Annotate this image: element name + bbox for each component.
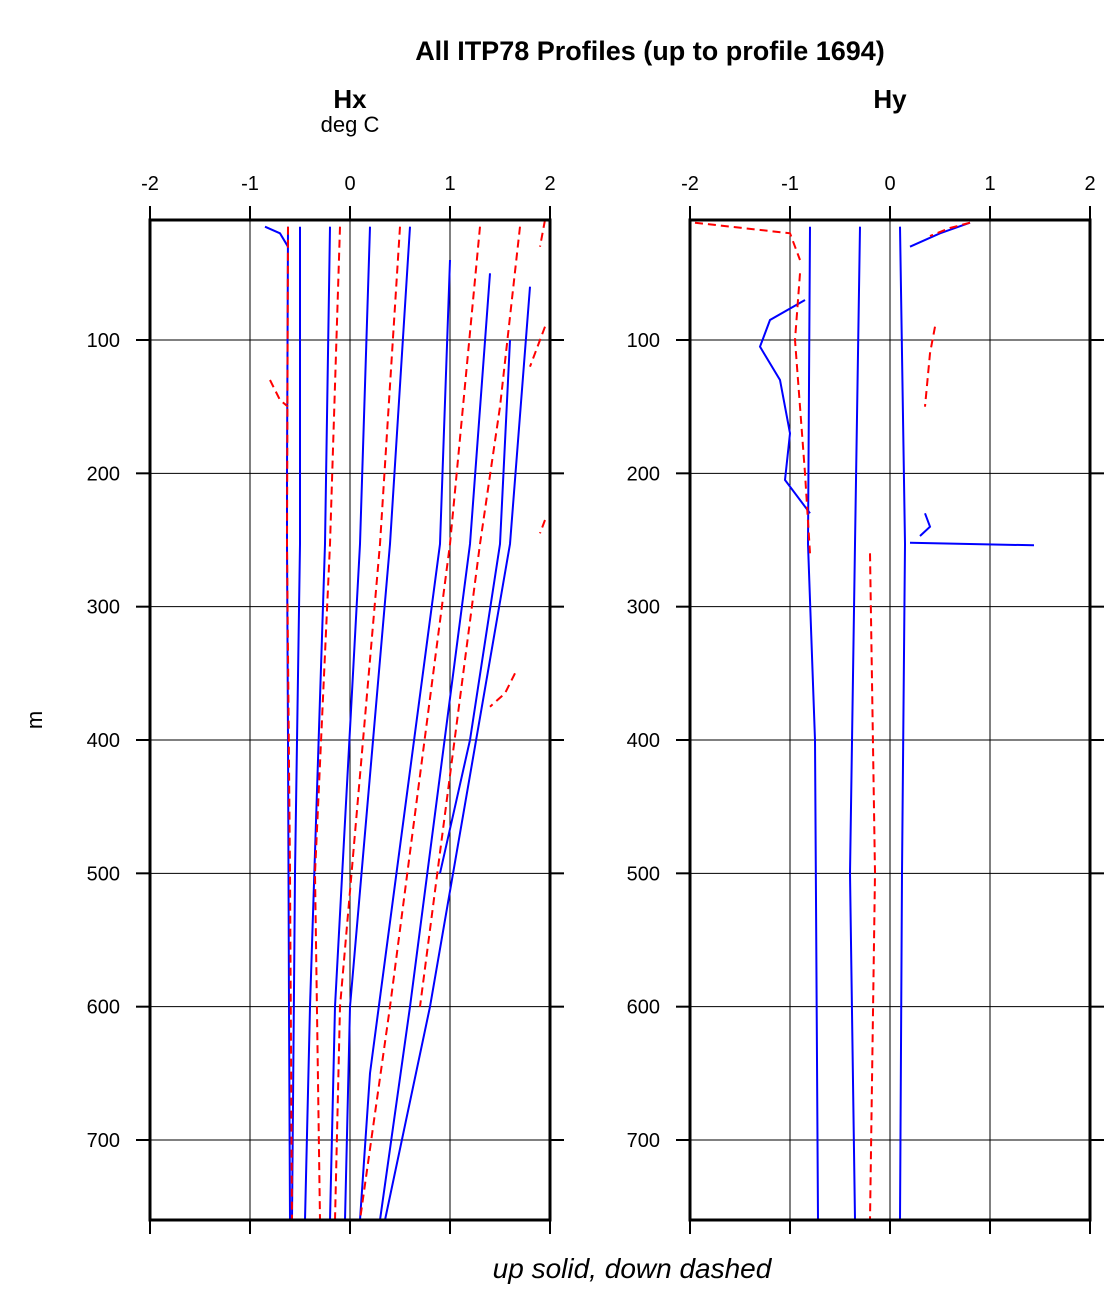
up-profile-line-2 xyxy=(304,226,331,1220)
profile-lines xyxy=(694,221,1035,1220)
up-profile-line-3 xyxy=(329,226,371,1220)
down-profile-line-18 xyxy=(489,672,516,708)
down-profile-line-10 xyxy=(924,326,936,407)
y-tick-label: 700 xyxy=(87,1130,120,1152)
down-profile-line-16 xyxy=(539,220,546,247)
x-tick-label: 2 xyxy=(544,173,555,195)
y-tick-label: 300 xyxy=(627,597,660,619)
x-tick-label: -1 xyxy=(781,173,799,195)
up-profile-line-7 xyxy=(384,286,531,1220)
y-tick-label: 600 xyxy=(627,997,660,1019)
y-tick-label: 300 xyxy=(87,597,120,619)
up-profile-line-9 xyxy=(264,225,289,248)
up-profile-line-0 xyxy=(806,226,819,1220)
up-profile-line-5 xyxy=(359,259,451,1220)
down-profile-line-10 xyxy=(269,379,289,408)
up-profile-line-1 xyxy=(899,226,907,1220)
y-tick-label: 400 xyxy=(87,730,120,752)
y-tick-label: 100 xyxy=(87,330,120,352)
down-profile-line-17 xyxy=(539,519,546,534)
down-profile-line-9 xyxy=(869,553,877,1220)
y-tick-label: 200 xyxy=(627,463,660,485)
y-tick-label: 700 xyxy=(627,1130,660,1152)
up-profile-line-0 xyxy=(286,226,291,1220)
profile-lines xyxy=(264,220,546,1220)
panel-hy: Hy -2 -1 0 1 2 100 200 300 400 500 600 700 xyxy=(627,84,1104,1234)
up-profile-line-2 xyxy=(848,226,861,1220)
up-profile-line-3 xyxy=(909,221,971,248)
y-tick-label: 400 xyxy=(627,730,660,752)
up-profile-line-6 xyxy=(919,512,932,537)
x-tick-label: -2 xyxy=(141,173,159,195)
x-tick-label: 1 xyxy=(444,173,455,195)
down-profile-line-12 xyxy=(313,226,341,1220)
down-profile-line-14 xyxy=(359,226,481,1220)
up-profile-line-5 xyxy=(909,541,1035,547)
y-tick-label: 600 xyxy=(87,997,120,1019)
y-tick-label: 500 xyxy=(627,863,660,885)
panel-title-hx: Hx xyxy=(333,84,367,114)
up-profile-line-4 xyxy=(758,299,811,514)
down-profile-line-7 xyxy=(694,221,801,261)
x-tick-label: -1 xyxy=(241,173,259,195)
y-tick-label: 100 xyxy=(627,330,660,352)
down-profile-line-11 xyxy=(929,221,971,237)
up-profile-line-4 xyxy=(344,226,411,1220)
y-axis-label: m xyxy=(22,711,47,729)
down-profile-line-15 xyxy=(419,226,521,1007)
down-profile-line-8 xyxy=(793,273,811,554)
x-tick-label: 0 xyxy=(884,173,895,195)
down-profile-line-19 xyxy=(529,326,546,368)
up-profile-line-6 xyxy=(379,273,491,1220)
down-profile-line-11 xyxy=(285,226,293,1220)
up-profile-line-1 xyxy=(291,226,301,1220)
x-tick-label: 0 xyxy=(344,173,355,195)
up-profile-line-8 xyxy=(439,339,511,874)
panel-title-hy: Hy xyxy=(873,84,907,114)
x-tick-label: -2 xyxy=(681,173,699,195)
x-tick-label: 1 xyxy=(984,173,995,195)
y-tick-label: 500 xyxy=(87,863,120,885)
chart-title: All ITP78 Profiles (up to profile 1694) xyxy=(415,36,885,66)
panel-units-hx: deg C xyxy=(321,112,380,137)
x-tick-label: 2 xyxy=(1084,173,1095,195)
down-profile-line-13 xyxy=(334,226,401,1220)
line-style-caption: up solid, down dashed xyxy=(493,1253,773,1284)
y-tick-label: 200 xyxy=(87,463,120,485)
